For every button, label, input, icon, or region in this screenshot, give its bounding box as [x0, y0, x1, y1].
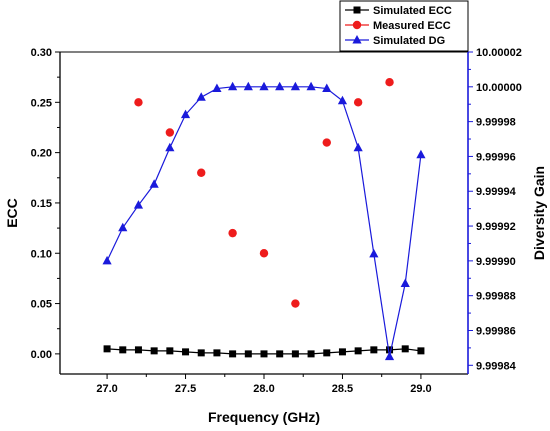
- data-point-simulated-dg: [322, 83, 332, 93]
- legend-label: Simulated DG: [373, 35, 445, 47]
- data-point-simulated-ecc: [417, 347, 425, 355]
- y-tick-label: 0.10: [31, 248, 52, 260]
- legend-entry: Simulated DG: [345, 35, 445, 47]
- data-point-simulated-dg: [259, 81, 269, 91]
- data-point-simulated-dg: [243, 81, 253, 91]
- y-tick-label: 0.20: [31, 148, 52, 160]
- data-point-simulated-ecc: [197, 349, 205, 357]
- data-point-simulated-ecc: [386, 346, 394, 354]
- data-point-measured-ecc: [291, 299, 300, 308]
- data-point-simulated-dg: [149, 179, 159, 188]
- data-point-simulated-dg: [165, 142, 175, 152]
- data-point-simulated-ecc: [354, 347, 362, 355]
- legend-entry: Simulated ECC: [345, 5, 452, 17]
- data-point-simulated-ecc: [244, 350, 252, 358]
- data-point-simulated-dg: [196, 92, 206, 101]
- data-point-simulated-dg: [118, 222, 128, 232]
- data-point-simulated-ecc: [260, 350, 268, 358]
- data-point-simulated-ecc: [276, 350, 284, 358]
- data-point-simulated-ecc: [182, 348, 190, 356]
- y-axis-title: ECC: [4, 198, 20, 228]
- data-point-simulated-dg: [400, 278, 410, 287]
- x-tick-label: 27.5: [175, 383, 196, 395]
- data-point-measured-ecc: [134, 98, 143, 107]
- y-tick-label: 0.05: [31, 299, 52, 311]
- y2-tick-label: 9.99992: [476, 221, 516, 233]
- series-simulated-dg: [102, 81, 426, 361]
- data-point-simulated-dg: [275, 81, 285, 91]
- data-point-simulated-ecc: [338, 348, 346, 356]
- data-point-simulated-dg: [290, 81, 300, 91]
- y-axis: 0.00 0.05 0.10 0.15 0.20 0.25 0.30: [31, 47, 60, 361]
- data-point-simulated-dg: [416, 149, 426, 159]
- data-point-measured-ecc: [385, 77, 394, 87]
- series-layer: [102, 77, 426, 361]
- y2-axis: 9.99984 9.99986 9.99988 9.99990 9.99992 9.999…: [468, 47, 522, 372]
- legend-box: [339, 0, 469, 52]
- legend: Simulated ECC Measured ECC Simulated DG: [339, 0, 469, 52]
- data-point-simulated-ecc: [103, 345, 111, 353]
- legend-label: Simulated ECC: [373, 5, 452, 17]
- data-point-simulated-dg: [384, 351, 395, 361]
- y2-tick-label: 10.00000: [476, 82, 522, 94]
- y2-tick-label: 9.99984: [476, 360, 517, 372]
- data-point-simulated-dg: [369, 248, 379, 258]
- y-tick-label: 0.25: [31, 97, 52, 109]
- data-point-simulated-dg: [306, 81, 316, 91]
- data-point-simulated-ecc: [291, 350, 299, 358]
- y2-axis-title: Diversity Gain: [531, 166, 547, 260]
- legend-marker: [352, 20, 362, 30]
- data-point-simulated-ecc: [370, 346, 378, 354]
- x-axis: 27.0 27.5 28.0 28.5 29.0: [96, 374, 432, 395]
- data-point-simulated-ecc: [119, 346, 127, 354]
- x-axis-title: Frequency (GHz): [208, 409, 320, 425]
- data-point-simulated-ecc: [229, 350, 237, 358]
- y2-tick-label: 10.00002: [476, 47, 522, 59]
- legend-marker: [353, 6, 361, 14]
- data-point-measured-ecc: [353, 98, 363, 107]
- x-tick-label: 27.0: [96, 383, 117, 395]
- data-point-simulated-dg: [102, 255, 112, 265]
- y-tick-label: 0.30: [31, 47, 52, 59]
- data-point-simulated-dg: [353, 142, 363, 152]
- x-tick-label: 29.0: [410, 383, 431, 395]
- data-point-simulated-dg: [133, 200, 144, 209]
- y-tick-label: 0.15: [31, 198, 52, 210]
- data-point-simulated-dg: [337, 95, 348, 105]
- data-point-simulated-ecc: [401, 345, 409, 353]
- x-tick-label: 28.0: [253, 383, 274, 395]
- data-point-simulated-dg: [212, 83, 222, 93]
- y2-tick-label: 9.99988: [476, 291, 516, 303]
- data-point-measured-ecc: [259, 249, 269, 258]
- data-point-simulated-ecc: [134, 346, 142, 354]
- series-simulated-ecc: [103, 345, 425, 358]
- data-point-simulated-ecc: [150, 347, 158, 355]
- y2-tick-label: 9.99998: [476, 117, 516, 129]
- series-measured-ecc: [134, 77, 394, 308]
- y2-tick-label: 9.99996: [476, 151, 516, 163]
- data-point-measured-ecc: [197, 168, 206, 177]
- data-point-simulated-ecc: [307, 350, 315, 358]
- data-point-simulated-dg: [180, 109, 191, 119]
- legend-entry: Measured ECC: [345, 20, 451, 32]
- legend-marker: [352, 35, 362, 44]
- data-point-measured-ecc: [165, 128, 175, 137]
- data-point-simulated-dg: [228, 81, 238, 91]
- legend-label: Measured ECC: [373, 20, 451, 32]
- data-point-simulated-ecc: [213, 349, 221, 357]
- y2-tick-label: 9.99994: [476, 186, 517, 198]
- data-point-simulated-ecc: [323, 349, 331, 357]
- y2-tick-label: 9.99986: [476, 325, 516, 337]
- data-point-measured-ecc: [228, 228, 237, 238]
- y2-tick-label: 9.99990: [476, 256, 516, 268]
- y-tick-label: 0.00: [31, 349, 52, 361]
- data-point-measured-ecc: [322, 138, 331, 147]
- data-point-simulated-ecc: [166, 347, 174, 355]
- x-tick-label: 28.5: [332, 383, 353, 395]
